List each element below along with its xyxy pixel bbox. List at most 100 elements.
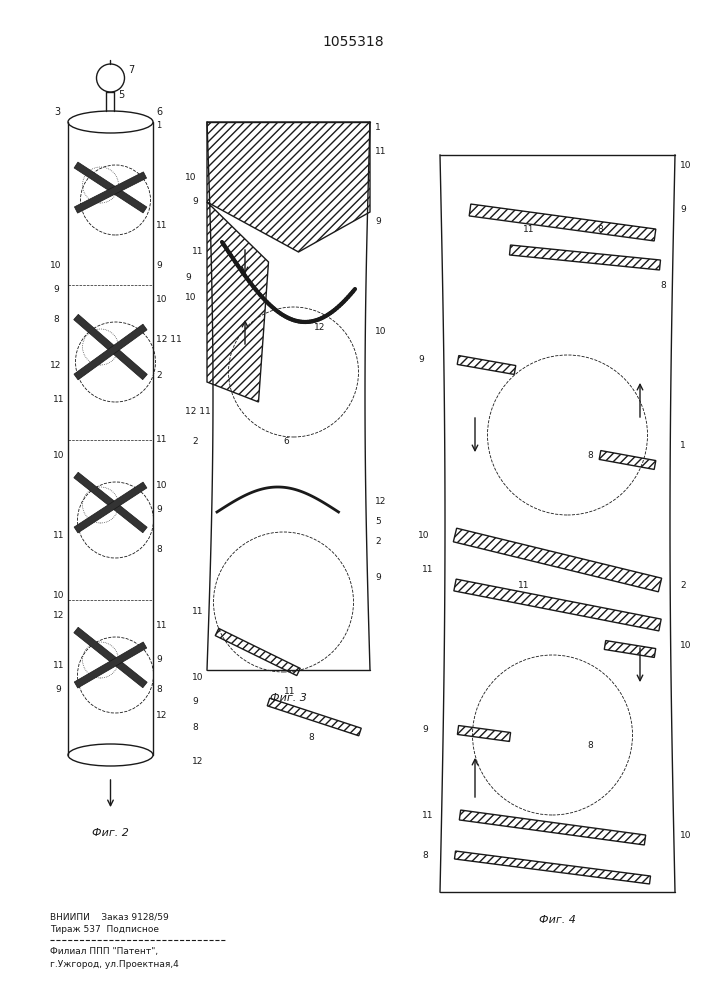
Text: 10: 10 [418,530,429,540]
Text: 8: 8 [588,740,593,750]
Polygon shape [74,314,147,380]
Text: 9: 9 [156,506,162,514]
Text: 8: 8 [192,722,198,732]
Polygon shape [74,627,147,688]
Text: 11: 11 [156,221,168,230]
Text: 12: 12 [313,322,325,332]
Polygon shape [74,472,147,533]
Text: 12: 12 [192,758,204,766]
Text: 2: 2 [680,580,686,589]
Text: 5: 5 [119,90,124,100]
Text: 11: 11 [192,247,204,256]
Polygon shape [74,162,147,213]
Text: 8: 8 [660,280,666,290]
Text: 11: 11 [518,580,529,589]
Text: 2: 2 [156,370,162,379]
Text: 11: 11 [53,660,64,670]
Text: 10: 10 [53,590,64,599]
Text: 12: 12 [50,360,62,369]
Text: 9: 9 [375,572,381,582]
Text: Тираж 537  Подписное: Тираж 537 Подписное [50,925,159,934]
Text: 12: 12 [53,610,64,619]
Text: ВНИИПИ    Заказ 9128/59: ВНИИПИ Заказ 9128/59 [50,912,169,921]
Polygon shape [453,528,662,592]
Polygon shape [74,642,147,688]
Text: Фиг. 4: Фиг. 4 [539,915,576,925]
Text: 8: 8 [308,732,314,742]
Text: 8: 8 [156,546,162,554]
Polygon shape [74,324,147,380]
Polygon shape [457,356,516,374]
Text: 10: 10 [185,172,197,182]
Text: 11: 11 [284,688,295,696]
Text: 9: 9 [418,356,423,364]
Text: 8: 8 [588,450,593,460]
Text: 9: 9 [422,726,428,734]
Polygon shape [460,810,645,845]
Text: 1: 1 [375,122,381,131]
Text: 10: 10 [680,641,691,650]
Text: 8: 8 [53,316,59,324]
Polygon shape [454,579,661,631]
Text: 2: 2 [375,538,380,546]
Text: 9: 9 [375,218,381,227]
Text: Фиг. 3: Фиг. 3 [270,693,307,703]
Text: 6: 6 [156,107,162,117]
Text: 10: 10 [185,292,197,302]
Text: 11: 11 [375,147,387,156]
Text: 9: 9 [185,272,191,282]
Text: 8: 8 [597,226,603,234]
Text: 1055318: 1055318 [322,35,384,49]
Text: 11: 11 [53,530,64,540]
Text: 10: 10 [192,672,204,682]
Text: 12: 12 [375,497,386,506]
Text: 2: 2 [192,438,198,446]
Text: 11: 11 [422,566,433,574]
Polygon shape [457,726,510,741]
Text: 10: 10 [680,830,691,840]
Text: 9: 9 [192,198,198,207]
Polygon shape [600,451,656,469]
Text: 11: 11 [156,436,168,444]
Text: 10: 10 [156,296,168,304]
Text: 10: 10 [680,160,691,169]
Polygon shape [207,122,370,252]
Polygon shape [74,172,146,213]
Text: 11: 11 [192,607,204,616]
Text: 11: 11 [156,620,168,630]
Polygon shape [207,202,269,402]
Text: 9: 9 [192,698,198,706]
Text: 7: 7 [129,65,135,75]
Text: 12 11: 12 11 [156,336,182,344]
Text: 10: 10 [375,328,387,336]
Text: 10: 10 [50,260,62,269]
Polygon shape [74,482,147,533]
Text: 9: 9 [55,686,61,694]
Text: 8: 8 [422,850,428,859]
Text: Фиг. 2: Фиг. 2 [92,828,129,838]
Text: 10: 10 [156,481,168,489]
Text: 3: 3 [54,107,60,117]
Text: г.Ужгород, ул.Проектная,4: г.Ужгород, ул.Проектная,4 [50,960,179,969]
Text: 11: 11 [53,395,64,404]
Text: Филиал ППП "Патент",: Филиал ППП "Патент", [50,947,158,956]
Text: 11: 11 [422,810,433,820]
Text: 9: 9 [680,206,686,215]
Text: 9: 9 [156,260,162,269]
Polygon shape [455,851,650,884]
Text: 1: 1 [156,120,161,129]
Text: 1: 1 [680,440,686,450]
Text: 6: 6 [284,438,289,446]
Text: 12 11: 12 11 [185,408,211,416]
Text: 9: 9 [53,286,59,294]
Polygon shape [267,698,361,736]
Polygon shape [469,204,656,241]
Polygon shape [215,628,300,676]
Text: 11: 11 [522,226,534,234]
Polygon shape [510,245,660,270]
Text: 12: 12 [156,710,168,720]
Text: 5: 5 [375,518,381,526]
Text: 8: 8 [156,686,162,694]
Text: 9: 9 [156,656,162,664]
Text: 10: 10 [53,450,64,460]
